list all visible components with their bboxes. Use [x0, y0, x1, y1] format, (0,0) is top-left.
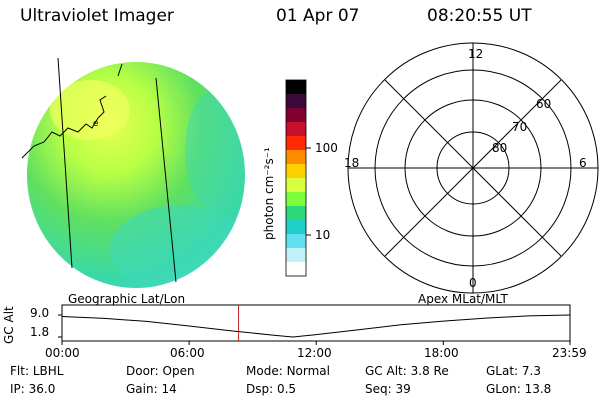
- info-seq: Seq: 39: [365, 382, 411, 396]
- time-tick-1: 06:00: [170, 346, 205, 360]
- observation-date: 01 Apr 07: [276, 6, 360, 26]
- altitude-curve: [61, 314, 571, 338]
- coastline: [21, 95, 107, 159]
- mlt-label-12: 12: [468, 47, 484, 61]
- colorbar-unit-label: photon cm⁻²s⁻¹: [262, 147, 276, 240]
- colorbar-cell: [286, 192, 306, 207]
- colorbar-tick-10: 10: [315, 228, 331, 242]
- colorbar: [285, 79, 311, 277]
- lat-label-80: 80: [492, 141, 508, 155]
- colorbar-tick-100: 100: [315, 141, 338, 155]
- time-tick-4: 23:59: [552, 346, 587, 360]
- altitude-tick-max: 9.0: [30, 306, 50, 320]
- time-tick-3: 18:00: [424, 346, 459, 360]
- coastline: [117, 63, 123, 77]
- polar-grid: [347, 42, 599, 294]
- mlt-label-18: 18: [344, 156, 360, 170]
- colorbar-cell: [286, 164, 306, 179]
- colorbar-cell: [286, 94, 306, 109]
- meridian-line: [57, 57, 73, 269]
- apex-label: Apex MLat/MLT: [418, 292, 508, 306]
- info-dsp: Dsp: 0.5: [246, 382, 297, 396]
- image-title: Ultraviolet Imager: [20, 6, 174, 26]
- colorbar-cell: [286, 206, 306, 221]
- map-mark: e: [93, 119, 99, 129]
- time-tick-2: 12:00: [297, 346, 332, 360]
- altitude-axis-label: GC Alt: [2, 306, 16, 344]
- observation-time: 08:20:55 UT: [427, 6, 532, 26]
- lat-label-70: 70: [512, 120, 528, 134]
- mlt-label-6: 6: [579, 156, 587, 170]
- info-flt: Flt: LBHL: [10, 364, 64, 378]
- info-ip: IP: 36.0: [10, 382, 56, 396]
- meridian-line: [155, 77, 177, 283]
- colorbar-cell: [286, 136, 306, 151]
- altitude-tick-min: 1.8: [30, 325, 50, 339]
- colorbar-cell: [286, 220, 306, 235]
- colorbar-cell: [286, 262, 306, 277]
- info-door: Door: Open: [126, 364, 195, 378]
- info-glat: GLat: 7.3: [486, 364, 542, 378]
- colorbar-cell: [286, 178, 306, 193]
- geographic-label: Geographic Lat/Lon: [68, 292, 186, 306]
- info-mode: Mode: Normal: [246, 364, 330, 378]
- colorbar-cell: [286, 108, 306, 123]
- colorbar-cell: [286, 150, 306, 165]
- info-gc-alt: GC Alt: 3.8 Re: [365, 364, 449, 378]
- altitude-strip: [58, 304, 571, 345]
- mlt-label-0: 0: [469, 276, 477, 290]
- info-gain: Gain: 14: [126, 382, 177, 396]
- earth-disk-image: e: [21, 57, 245, 288]
- colorbar-cell: [286, 234, 306, 249]
- colorbar-cell: [286, 122, 306, 137]
- colorbar-cell: [286, 248, 306, 263]
- colorbar-cell: [286, 80, 306, 95]
- info-glon: GLon: 13.8: [486, 382, 552, 396]
- lat-label-60: 60: [536, 97, 552, 111]
- time-tick-0: 00:00: [45, 346, 80, 360]
